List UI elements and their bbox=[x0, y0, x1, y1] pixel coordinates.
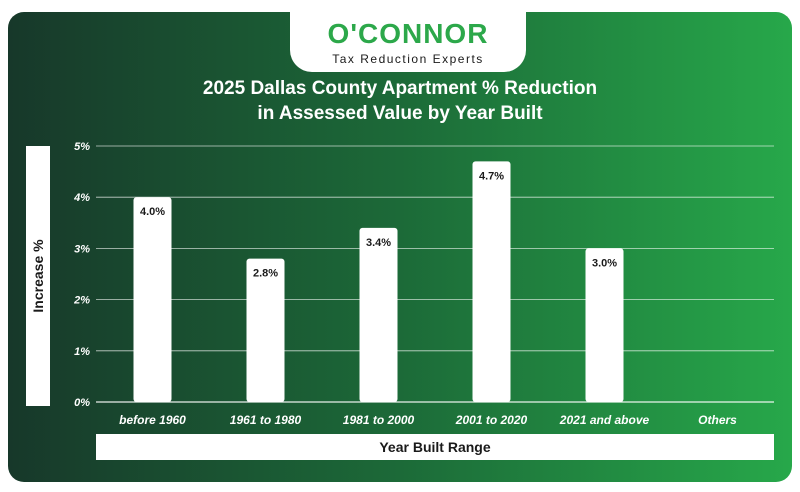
bar bbox=[246, 258, 285, 402]
x-tick-label: 2021 and above bbox=[559, 413, 650, 427]
logo-tagline: Tax Reduction Experts bbox=[332, 52, 484, 66]
y-tick-label: 5% bbox=[74, 141, 90, 153]
x-axis-title-box: Year Built Range bbox=[96, 434, 774, 460]
data-label: 3.0% bbox=[592, 257, 617, 269]
chart-title: 2025 Dallas County Apartment % Reduction… bbox=[0, 76, 800, 126]
chart-title-line-1: 2025 Dallas County Apartment % Reduction bbox=[202, 78, 598, 99]
x-tick-label: before 1960 bbox=[119, 413, 186, 427]
data-label: 4.0% bbox=[140, 206, 165, 218]
chart-title-line-2: in Assessed Value by Year Built bbox=[257, 103, 543, 124]
logo-tab: O'CONNOR Tax Reduction Experts bbox=[290, 12, 526, 72]
x-tick-label: Others bbox=[698, 413, 737, 427]
bar bbox=[585, 248, 624, 402]
x-tick-label: 1961 to 1980 bbox=[230, 413, 302, 427]
y-tick-label: 2% bbox=[73, 295, 90, 307]
data-label: 4.7% bbox=[479, 170, 504, 182]
y-axis-title-box: Increase % bbox=[26, 146, 50, 406]
y-tick-label: 3% bbox=[74, 243, 90, 255]
y-tick-label: 4% bbox=[73, 192, 90, 204]
y-tick-label: 0% bbox=[74, 397, 90, 409]
x-axis-title: Year Built Range bbox=[379, 439, 491, 455]
bar bbox=[472, 161, 511, 402]
y-tick-label: 1% bbox=[74, 346, 90, 358]
data-label: 3.4% bbox=[366, 237, 391, 249]
bar bbox=[359, 227, 398, 402]
bar bbox=[133, 197, 172, 402]
x-tick-label: 1981 to 2000 bbox=[343, 413, 415, 427]
data-label: 2.8% bbox=[253, 268, 278, 280]
logo-wordmark: O'CONNOR bbox=[327, 18, 489, 49]
x-tick-label: 2001 to 2020 bbox=[455, 413, 528, 427]
